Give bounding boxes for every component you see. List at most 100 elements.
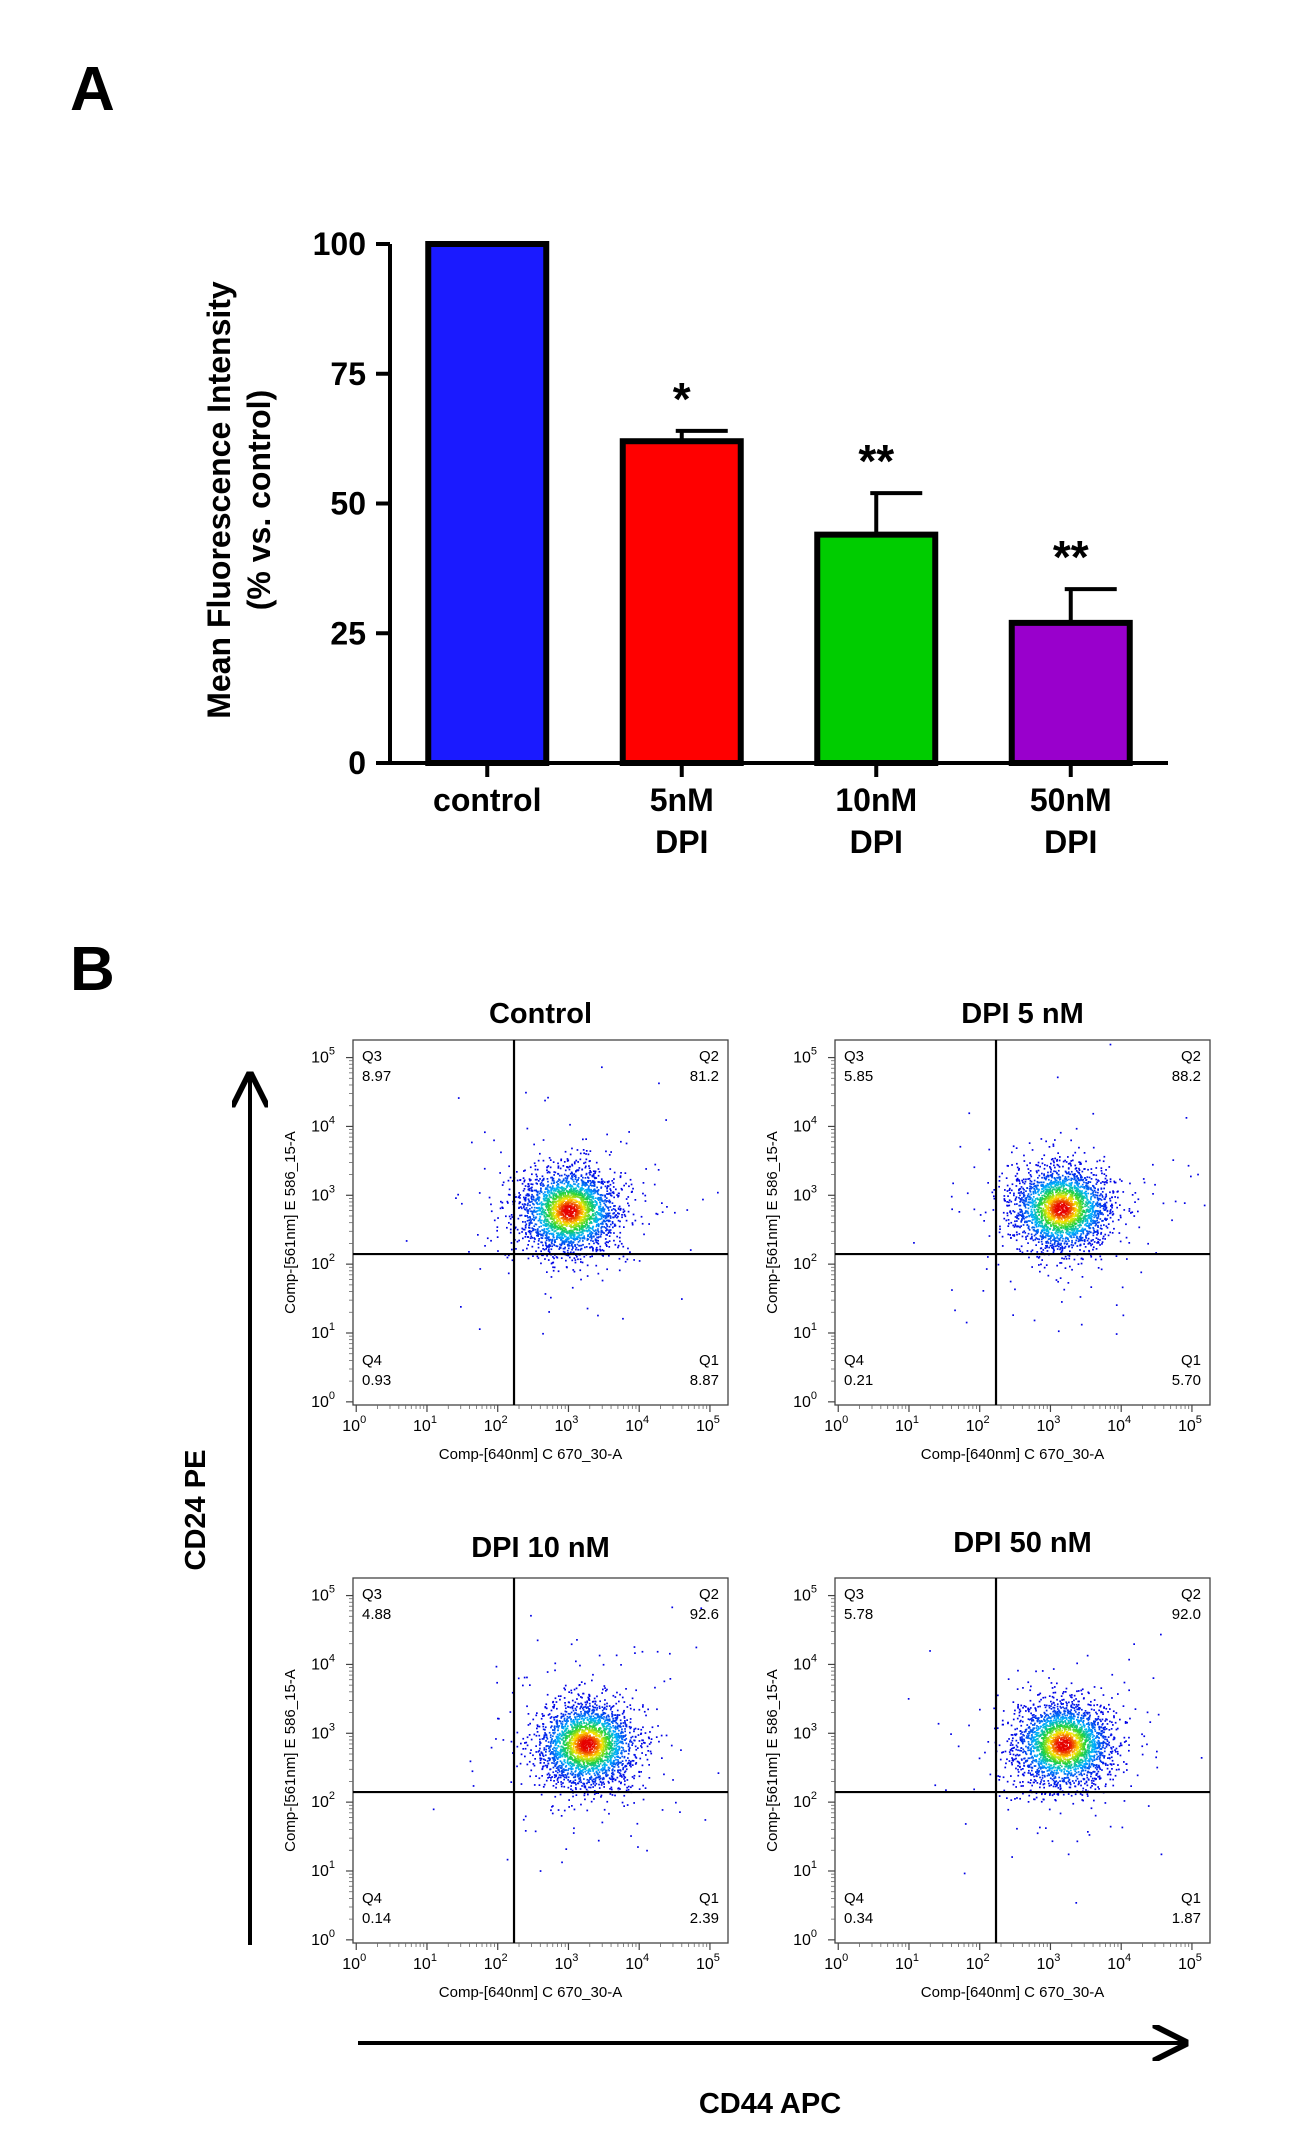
scatter-point [1050, 1209, 1052, 1212]
scatter-point [1036, 1232, 1039, 1235]
tick-exponent: 5 [329, 1046, 335, 1058]
scatter-point [1027, 1193, 1030, 1195]
scatter-point [583, 1208, 585, 1211]
scatter-point [1099, 1244, 1101, 1246]
scatter-point [523, 1196, 525, 1199]
scatter-point [638, 1260, 641, 1262]
scatter-point [560, 1195, 562, 1198]
scatter-point [627, 1196, 630, 1198]
scatter-point [544, 1209, 547, 1211]
scatter-point [535, 1189, 537, 1192]
scatter-point [1066, 1223, 1069, 1225]
scatter-point [578, 1194, 580, 1196]
scatter-point [593, 1214, 596, 1217]
scatter-point [1038, 1194, 1040, 1196]
scatter-point [615, 1188, 617, 1191]
scatter-point [554, 1205, 557, 1208]
scatter-point [1008, 1189, 1011, 1191]
scatter-point [1090, 1220, 1093, 1223]
scatter-point [546, 1190, 549, 1193]
scatter-point [591, 1203, 593, 1206]
scatter-point [540, 1189, 542, 1192]
scatter-point [535, 1198, 538, 1200]
scatter-point [593, 1235, 595, 1238]
scatter-point [580, 1208, 583, 1210]
scatter-point [563, 1200, 566, 1202]
scatter-point [1076, 1183, 1079, 1186]
scatter-point [567, 1203, 570, 1206]
scatter-point [567, 1240, 570, 1243]
scatter-point [534, 1211, 537, 1213]
scatter-point [582, 1149, 585, 1151]
scatter-point [1115, 1304, 1118, 1306]
scatter-point [1088, 1227, 1091, 1230]
scatter-point [548, 1250, 550, 1252]
scatter-point [543, 1214, 546, 1217]
scatter-point [530, 1210, 532, 1213]
scatter-point [533, 1225, 536, 1227]
scatter-point [1048, 1222, 1051, 1225]
scatter-point [1052, 1221, 1054, 1223]
scatter-point [524, 1225, 527, 1227]
scatter-point [577, 1222, 579, 1225]
scatter-point [596, 1236, 598, 1239]
scatter-point [547, 1209, 550, 1212]
scatter-point [563, 1206, 566, 1208]
scatter-point [1125, 1236, 1128, 1239]
scatter-point [1010, 1212, 1012, 1215]
scatter-point [597, 1228, 599, 1230]
scatter-point [1070, 1244, 1073, 1246]
scatter-point [612, 1182, 615, 1184]
scatter-point [553, 1230, 556, 1233]
scatter-point [1043, 1227, 1045, 1229]
scatter-point [556, 1218, 558, 1221]
scatter-point [1016, 1220, 1018, 1222]
quadrant-value: 81.2 [690, 1068, 719, 1085]
scatter-point [548, 1244, 550, 1247]
scatter-point [547, 1189, 549, 1192]
scatter-point [1029, 1237, 1032, 1240]
scatter-point [1032, 1196, 1035, 1198]
scatter-point [546, 1171, 549, 1174]
scatter-point [1049, 1202, 1052, 1204]
scatter-point [1091, 1215, 1093, 1218]
scatter-point [1056, 1183, 1058, 1186]
scatter-point [1082, 1209, 1084, 1212]
scatter-point [586, 1264, 589, 1267]
scatter-point [585, 1230, 588, 1232]
scatter-point [571, 1248, 573, 1251]
scatter-point [1055, 1179, 1058, 1182]
scatter-point [1076, 1188, 1078, 1191]
scatter-point [520, 1206, 522, 1208]
scatter-point [547, 1096, 549, 1099]
scatter-point [529, 1218, 532, 1220]
scatter-point [590, 1237, 593, 1240]
scatter-point [1036, 1188, 1039, 1190]
scatter-point [596, 1249, 599, 1251]
scatter-point [1018, 1189, 1020, 1192]
scatter-point [562, 1216, 565, 1218]
scatter-point [1114, 1196, 1116, 1198]
scatter-point [531, 1183, 534, 1186]
scatter-point [1040, 1192, 1042, 1194]
scatter-point [1064, 1187, 1067, 1190]
scatter-point [455, 1197, 457, 1199]
scatter-point [1059, 1212, 1062, 1214]
scatter-point [1061, 1240, 1064, 1242]
scatter-point [1034, 1198, 1037, 1200]
scatter-point [599, 1196, 601, 1199]
scatter-point [544, 1218, 546, 1221]
scatter-point [1055, 1221, 1057, 1223]
scatter-point [557, 1210, 560, 1213]
scatter-point [569, 1240, 572, 1243]
scatter-point [1115, 1255, 1118, 1257]
scatter-point [1026, 1235, 1029, 1237]
scatter-point [569, 1173, 572, 1175]
scatter-point [1097, 1232, 1099, 1235]
scatter-point [577, 1196, 579, 1198]
scatter-point [581, 1184, 583, 1187]
scatter-point [1057, 1228, 1059, 1231]
scatter-point [578, 1204, 581, 1207]
x-tick-label-line: 50nM [1030, 782, 1112, 818]
scatter-point [545, 1228, 548, 1230]
